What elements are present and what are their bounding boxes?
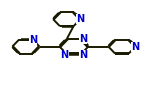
Text: N: N xyxy=(76,14,84,24)
Text: N: N xyxy=(29,35,37,45)
Text: N: N xyxy=(79,34,87,44)
Text: N: N xyxy=(132,42,140,52)
Text: N: N xyxy=(79,50,87,60)
Text: N: N xyxy=(61,50,69,60)
